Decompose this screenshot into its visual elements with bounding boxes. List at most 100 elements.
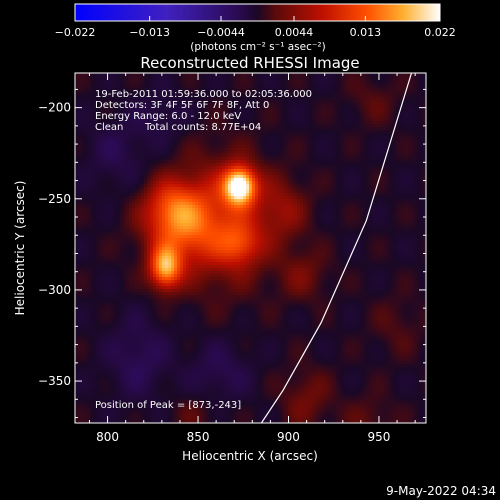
heatmap-cell	[327, 109, 331, 113]
heatmap-cell	[126, 175, 130, 179]
heatmap-cell	[246, 127, 250, 131]
heatmap-cell	[156, 148, 160, 152]
heatmap-cell	[327, 166, 331, 170]
heatmap-cell	[246, 157, 250, 161]
heatmap-cell	[114, 163, 118, 167]
colorbar-tick-label: 0.0044	[275, 26, 314, 39]
heatmap-cell	[273, 163, 277, 167]
heatmap-cell	[348, 76, 352, 80]
heatmap-cell	[96, 145, 100, 149]
heatmap-cell	[165, 94, 169, 98]
heatmap-cell	[378, 88, 382, 92]
heatmap-cell	[285, 160, 289, 164]
heatmap-cell	[153, 139, 157, 143]
heatmap-cell	[309, 142, 313, 146]
heatmap-cell	[243, 103, 247, 107]
heatmap-cell	[135, 148, 139, 152]
heatmap-cell	[420, 115, 424, 119]
heatmap-cell	[75, 118, 79, 122]
heatmap-cell	[363, 193, 367, 197]
heatmap-cell	[420, 88, 424, 92]
heatmap-cell	[309, 172, 313, 176]
heatmap-cell	[96, 85, 100, 89]
heatmap-cell	[306, 76, 310, 80]
heatmap-cell	[276, 181, 280, 185]
heatmap-cell	[402, 106, 406, 110]
heatmap-cell	[405, 178, 409, 182]
heatmap-cell	[138, 121, 142, 125]
heatmap-cell	[270, 142, 274, 146]
heatmap-cell	[162, 154, 166, 158]
heatmap-cell	[99, 109, 103, 113]
heatmap-cell	[204, 115, 208, 119]
heatmap-cell	[312, 118, 316, 122]
heatmap-cell	[360, 187, 364, 191]
heatmap-cell	[78, 160, 82, 164]
heatmap-cell	[300, 130, 304, 134]
heatmap-cell	[207, 88, 211, 92]
heatmap-cell	[207, 85, 211, 89]
heatmap-cell	[348, 178, 352, 182]
heatmap-cell	[294, 142, 298, 146]
heatmap-cell	[270, 199, 274, 203]
heatmap-cell	[348, 91, 352, 95]
heatmap-cell	[390, 94, 394, 98]
heatmap-cell	[312, 193, 316, 197]
heatmap-cell	[336, 103, 340, 107]
heatmap-cell	[195, 154, 199, 158]
heatmap-cell	[222, 103, 226, 107]
heatmap-cell	[279, 142, 283, 146]
heatmap-cell	[390, 73, 394, 77]
heatmap-cell	[111, 76, 115, 80]
heatmap-cell	[234, 130, 238, 134]
heatmap-cell	[117, 151, 121, 155]
heatmap-cell	[159, 97, 163, 101]
heatmap-cell	[87, 157, 91, 161]
heatmap-cell	[120, 97, 124, 101]
heatmap-cell	[192, 121, 196, 125]
heatmap-cell	[237, 94, 241, 98]
heatmap-cell	[375, 163, 379, 167]
heatmap-cell	[84, 106, 88, 110]
heatmap-cell	[375, 193, 379, 197]
heatmap-cell	[192, 94, 196, 98]
heatmap-cell	[303, 181, 307, 185]
heatmap-cell	[183, 88, 187, 92]
heatmap-cell	[222, 124, 226, 128]
heatmap-cell	[408, 97, 412, 101]
heatmap-cell	[120, 79, 124, 83]
heatmap-cell	[204, 79, 208, 83]
heatmap-cell	[255, 178, 259, 182]
heatmap-cell	[75, 109, 79, 113]
heatmap-cell	[210, 151, 214, 155]
heatmap-cell	[411, 196, 415, 200]
heatmap-cell	[159, 88, 163, 92]
heatmap-cell	[183, 91, 187, 95]
heatmap-cell	[186, 82, 190, 86]
heatmap-cell	[231, 82, 235, 86]
heatmap-cell	[324, 106, 328, 110]
heatmap-cell	[213, 115, 217, 119]
heatmap-cell	[375, 172, 379, 176]
heatmap-cell	[324, 112, 328, 116]
heatmap-cell	[105, 130, 109, 134]
heatmap-cell	[162, 127, 166, 131]
heatmap-cell	[258, 85, 262, 89]
heatmap-cell	[399, 196, 403, 200]
heatmap-cell	[390, 91, 394, 95]
heatmap-cell	[240, 166, 244, 170]
heatmap-cell	[201, 160, 205, 164]
heatmap-cell	[264, 166, 268, 170]
heatmap-cell	[201, 148, 205, 152]
heatmap-cell	[237, 148, 241, 152]
heatmap-cell	[420, 139, 424, 143]
heatmap-cell	[258, 172, 262, 176]
heatmap-cell	[366, 106, 370, 110]
heatmap-cell	[351, 94, 355, 98]
heatmap-cell	[228, 130, 232, 134]
heatmap-cell	[420, 112, 424, 116]
heatmap-cell	[366, 151, 370, 155]
heatmap-cell	[372, 130, 376, 134]
heatmap-cell	[105, 97, 109, 101]
heatmap-cell	[186, 79, 190, 83]
